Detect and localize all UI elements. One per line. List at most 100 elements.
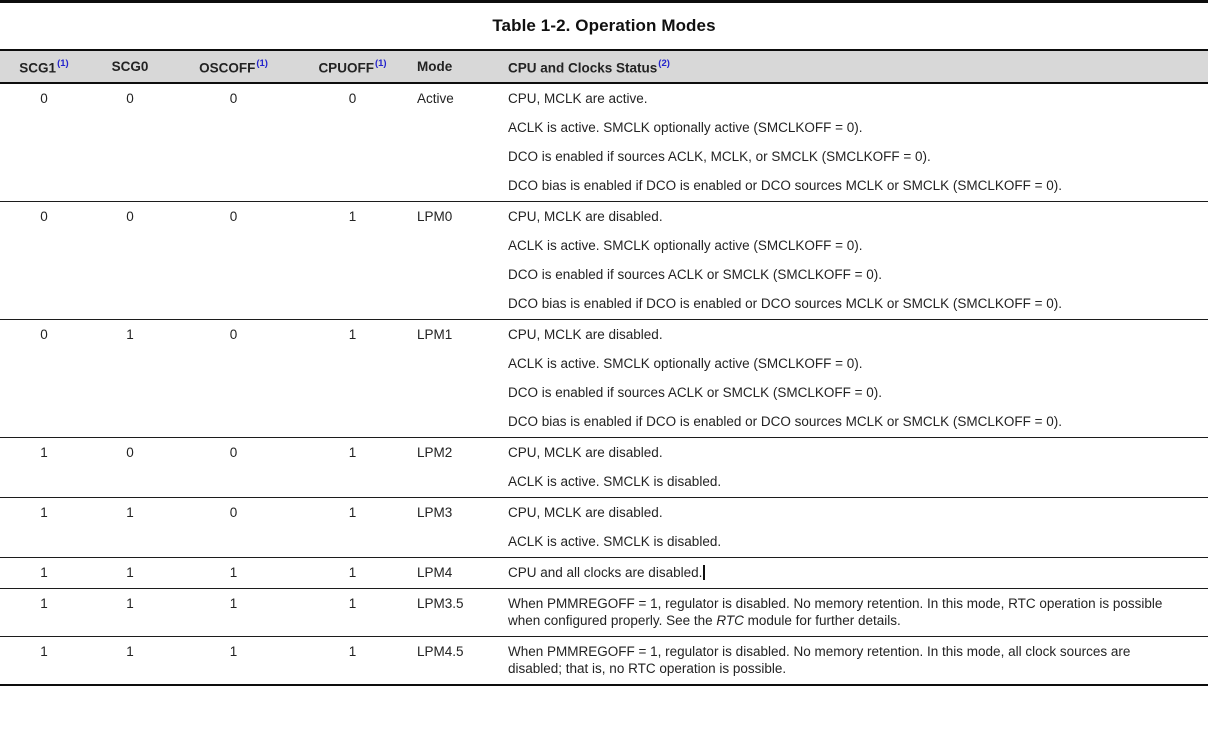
status-line: CPU, MCLK are disabled. [508, 208, 663, 224]
cell-scg0: 1 [126, 595, 134, 611]
column-header-label: CPUOFF [318, 60, 374, 76]
cell-status: CPU, MCLK are disabled. ACLK is active. S… [500, 444, 1208, 490]
cell-status: CPU and all clocks are disabled. [500, 564, 1208, 581]
cell-oscoff: 0 [229, 90, 238, 106]
cell-status: CPU, MCLK are disabled. ACLK is active. S… [500, 208, 1208, 312]
cell-cpuoff: 1 [348, 504, 357, 520]
cell-status: CPU, MCLK are disabled. ACLK is active. S… [500, 326, 1208, 430]
cell-scg1: 1 [40, 643, 48, 659]
cell-scg0: 0 [126, 208, 134, 224]
status-segment-italic: RTC [716, 612, 744, 628]
column-header-label: OSCOFF [199, 60, 256, 76]
status-line: ACLK is active. SMCLK is disabled. [508, 473, 722, 489]
status-line: DCO bias is enabled if DCO is enabled or… [508, 295, 1063, 311]
footnote-ref: (1) [256, 58, 268, 69]
status-line: DCO is enabled if sources ACLK or SMCLK … [508, 266, 882, 282]
footnote-ref: (2) [658, 58, 670, 69]
table-row-lpm3: 1 1 0 1 LPM3 CPU, MCLK are disabled. ACLK is a… [0, 496, 1208, 557]
cell-cpuoff: 1 [348, 595, 357, 611]
status-line: CPU, MCLK are active. [508, 90, 648, 106]
cell-mode: LPM3 [417, 504, 453, 520]
cell-scg1: 1 [40, 564, 48, 580]
cell-oscoff: 1 [229, 643, 238, 659]
column-header-cpuoff: CPUOFF(1) [295, 56, 410, 77]
table-row-lpm4: 1 1 1 1 LPM4 CPU and all clocks are disabled. [0, 556, 1208, 588]
cell-scg1: 1 [40, 444, 48, 460]
cell-scg0: 1 [126, 326, 134, 342]
cell-scg0: 1 [126, 564, 134, 580]
column-header-mode: Mode [410, 58, 500, 75]
status-segment: When PMMREGOFF = 1, regulator is disable… [508, 595, 1163, 628]
cell-scg1: 0 [40, 90, 48, 106]
table-title: Table 1-2. Operation Modes [492, 16, 716, 35]
column-header-scg1: SCG1(1) [0, 56, 88, 77]
column-header-label: CPU and Clocks Status [508, 60, 658, 76]
status-line: CPU and all clocks are disabled. [508, 564, 1182, 581]
status-line: DCO bias is enabled if DCO is enabled or… [508, 413, 1063, 429]
page-top-rule [0, 0, 1208, 3]
table-row-lpm4-5: 1 1 1 1 LPM4.5 When PMMREGOFF = 1, regulator … [0, 635, 1208, 684]
cell-mode: Active [417, 90, 454, 106]
table-row-lpm1: 0 1 0 1 LPM1 CPU, MCLK are disabled. ACLK is a… [0, 318, 1208, 437]
status-line: ACLK is active. SMCLK optionally active … [508, 119, 863, 135]
footnote-ref: (1) [374, 58, 387, 69]
status-line: CPU, MCLK are disabled. [508, 326, 663, 342]
column-header-scg0: SCG0 [88, 58, 172, 75]
cell-oscoff: 0 [229, 208, 238, 224]
column-header-status: CPU and Clocks Status(2) [500, 56, 1208, 77]
cell-scg0: 1 [126, 504, 134, 520]
status-segment: module for further details. [743, 612, 901, 628]
cell-status: CPU, MCLK are disabled. ACLK is active. S… [500, 504, 1208, 550]
status-line: DCO bias is enabled if DCO is enabled or… [508, 177, 1063, 193]
cell-oscoff: 0 [229, 504, 238, 520]
cell-scg0: 0 [126, 90, 134, 106]
text-caret [703, 564, 705, 580]
table-body: 0 0 0 0 Active CPU, MCLK are active. ACLK is a… [0, 84, 1208, 684]
cell-mode: LPM1 [417, 326, 453, 342]
cell-cpuoff: 0 [348, 90, 357, 106]
status-line: DCO is enabled if sources ACLK or SMCLK … [508, 384, 882, 400]
column-header-label: Mode [417, 58, 453, 74]
cell-cpuoff: 1 [348, 643, 357, 659]
cell-mode: LPM0 [417, 208, 453, 224]
status-line: ACLK is active. SMCLK optionally active … [508, 355, 863, 371]
status-line: DCO is enabled if sources ACLK, MCLK, or… [508, 148, 931, 164]
status-line: When PMMREGOFF = 1, regulator is disable… [508, 595, 1182, 629]
cell-scg1: 0 [40, 326, 48, 342]
cell-scg0: 0 [126, 444, 134, 460]
cell-scg1: 1 [40, 595, 48, 611]
status-line: CPU, MCLK are disabled. [508, 444, 663, 460]
cell-scg1: 1 [40, 504, 48, 520]
status-line: CPU, MCLK are disabled. [508, 504, 663, 520]
table-row-lpm2: 1 0 0 1 LPM2 CPU, MCLK are disabled. ACLK is a… [0, 436, 1208, 497]
table-row-active: 0 0 0 0 Active CPU, MCLK are active. ACLK is a… [0, 84, 1208, 201]
cell-oscoff: 1 [229, 595, 238, 611]
cell-scg0: 1 [126, 643, 134, 659]
cell-status: CPU, MCLK are active. ACLK is active. SMC… [500, 90, 1208, 194]
cell-mode: LPM4.5 [417, 643, 464, 659]
column-header-oscoff: OSCOFF(1) [172, 56, 295, 77]
cell-status: When PMMREGOFF = 1, regulator is disable… [500, 643, 1208, 677]
status-line: When PMMREGOFF = 1, regulator is disable… [508, 643, 1131, 676]
column-header-label: SCG0 [111, 58, 149, 74]
cell-oscoff: 0 [229, 326, 238, 342]
cell-oscoff: 0 [229, 444, 238, 460]
cell-mode: LPM2 [417, 444, 453, 460]
cell-scg1: 0 [40, 208, 48, 224]
status-line: ACLK is active. SMCLK optionally active … [508, 237, 863, 253]
table-row-lpm3-5: 1 1 1 1 LPM3.5 When PMMREGOFF = 1, regulator … [0, 587, 1208, 636]
cell-status: When PMMREGOFF = 1, regulator is disable… [500, 595, 1208, 629]
status-line: ACLK is active. SMCLK is disabled. [508, 533, 722, 549]
cell-cpuoff: 1 [348, 564, 357, 580]
cell-oscoff: 1 [229, 564, 238, 580]
cell-cpuoff: 1 [348, 326, 357, 342]
footnote-ref: (1) [57, 58, 69, 69]
cell-mode: LPM4 [417, 564, 453, 580]
cell-mode: LPM3.5 [417, 595, 464, 611]
table-row-lpm0: 0 0 0 1 LPM0 CPU, MCLK are disabled. ACLK is a… [0, 200, 1208, 319]
cell-cpuoff: 1 [348, 444, 357, 460]
operation-modes-table: SCG1(1) SCG0 OSCOFF(1) CPUOFF(1) Mode CPU and… [0, 49, 1208, 686]
column-header-label: SCG1 [19, 60, 57, 76]
table-header-row: SCG1(1) SCG0 OSCOFF(1) CPUOFF(1) Mode CPU and… [0, 49, 1208, 84]
